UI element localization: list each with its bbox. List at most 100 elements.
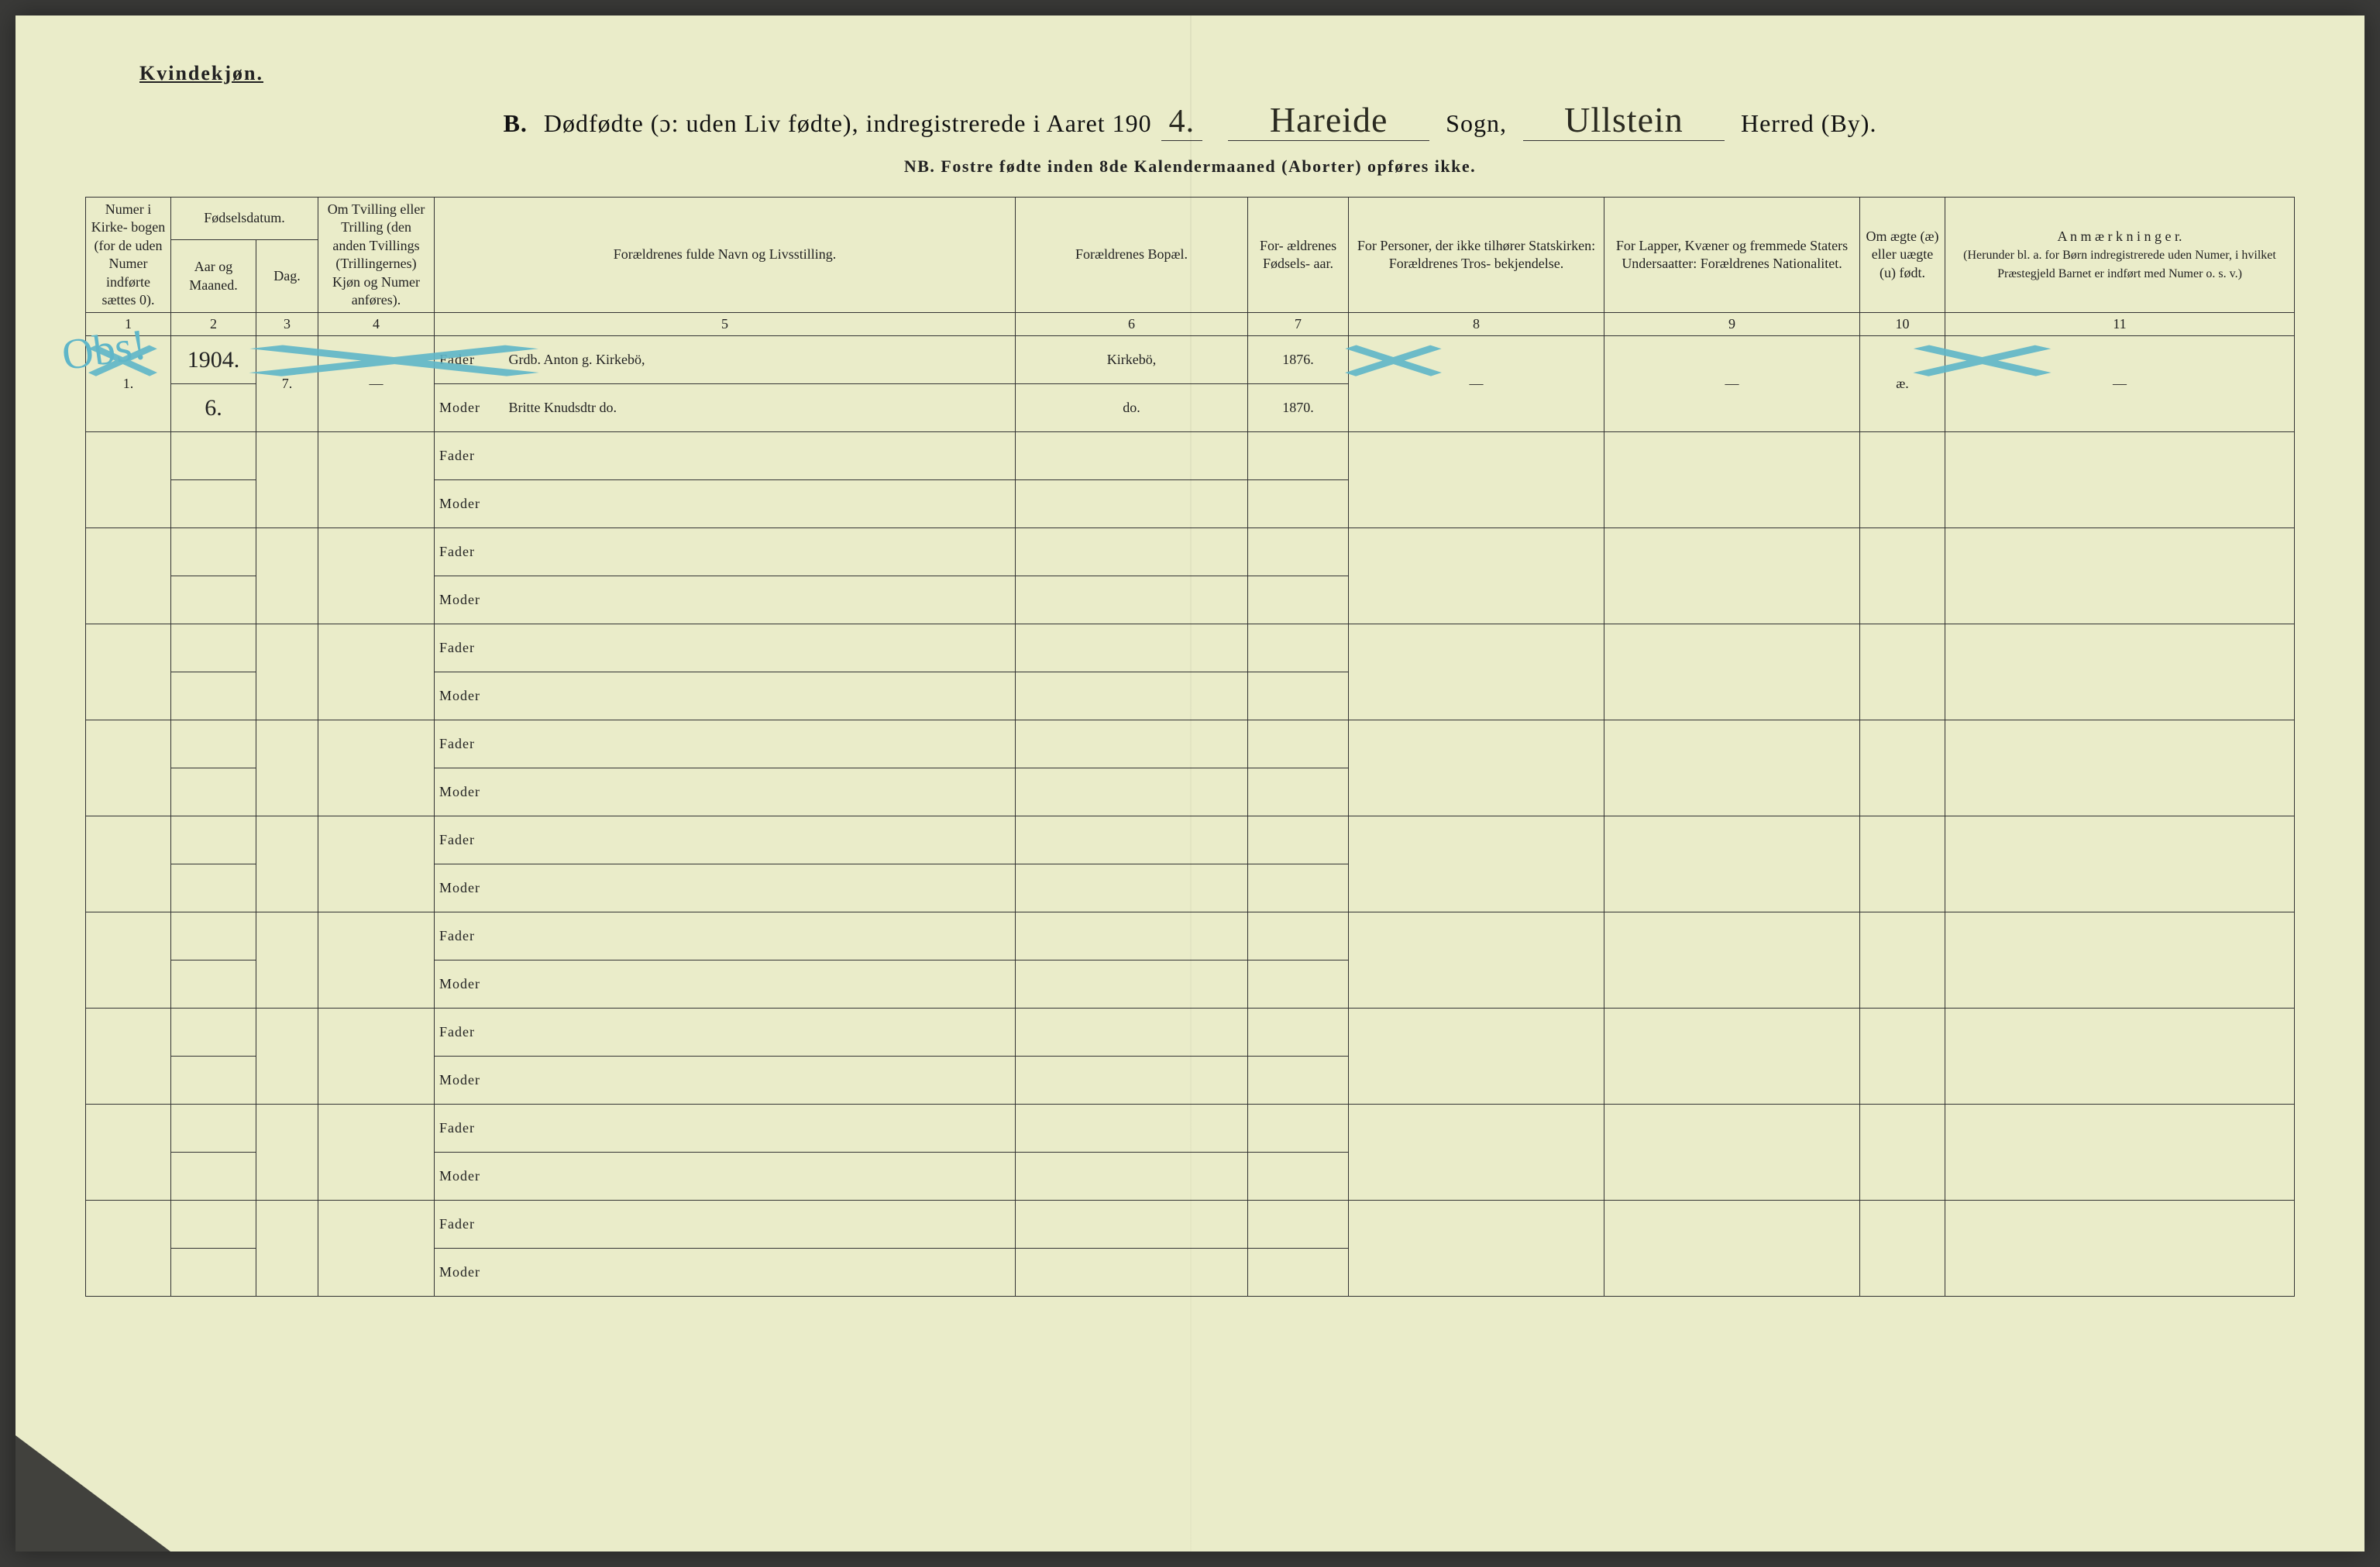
empty-fader-aar — [1248, 528, 1349, 576]
empty-c9 — [1604, 720, 1860, 816]
empty-fader-bopael — [1016, 1105, 1248, 1153]
empty-row-fader: Fader — [86, 624, 2295, 672]
empty-c10 — [1860, 816, 1945, 912]
fader-bopael: Kirkebö, — [1016, 336, 1248, 384]
empty-fader-aar — [1248, 624, 1349, 672]
empty-c11 — [1945, 528, 2295, 624]
empty-c10 — [1860, 720, 1945, 816]
empty-row-fader: Fader — [86, 1105, 2295, 1153]
empty-fader-bopael — [1016, 816, 1248, 864]
empty-maaned — [171, 960, 256, 1009]
empty-fader-aar — [1248, 816, 1349, 864]
empty-maaned — [171, 576, 256, 624]
empty-moder-name — [504, 672, 1016, 720]
empty-dag — [256, 624, 318, 720]
empty-fader-name — [504, 1009, 1016, 1057]
empty-fader-name — [504, 1201, 1016, 1249]
fader-fodselsaar: 1876. — [1248, 336, 1349, 384]
empty-tvilling — [318, 720, 435, 816]
empty-c8 — [1349, 1105, 1604, 1201]
empty-moder-bopael — [1016, 1057, 1248, 1105]
empty-c8 — [1349, 624, 1604, 720]
empty-maaned — [171, 672, 256, 720]
empty-c8 — [1349, 720, 1604, 816]
empty-maaned — [171, 1249, 256, 1297]
empty-c8 — [1349, 1009, 1604, 1105]
empty-aar — [171, 912, 256, 960]
empty-maaned — [171, 480, 256, 528]
empty-fader-aar — [1248, 1009, 1349, 1057]
empty-row-fader: Fader — [86, 1009, 2295, 1057]
moder-label: Moder — [435, 960, 504, 1009]
empty-dag — [256, 912, 318, 1009]
entry-c11: — — [1945, 336, 2295, 432]
colnum-4: 4 — [318, 313, 435, 336]
empty-c10 — [1860, 1201, 1945, 1297]
empty-fader-bopael — [1016, 1201, 1248, 1249]
colnum-6: 6 — [1016, 313, 1248, 336]
col-header-7: For- ældrenes Fødsels- aar. — [1248, 198, 1349, 313]
empty-moder-bopael — [1016, 864, 1248, 912]
col-header-5: Forældrenes fulde Navn og Livsstilling. — [435, 198, 1016, 313]
entry-tvilling: — — [318, 336, 435, 432]
empty-c10 — [1860, 624, 1945, 720]
fader-label: Fader — [435, 912, 504, 960]
moder-label: Moder — [435, 672, 504, 720]
empty-c11 — [1945, 816, 2295, 912]
empty-num — [86, 912, 171, 1009]
empty-num — [86, 816, 171, 912]
empty-fader-name — [504, 816, 1016, 864]
empty-c9 — [1604, 912, 1860, 1009]
col-header-11-title: A n m æ r k n i n g e r. — [2058, 229, 2182, 244]
col-header-1: Numer i Kirke- bogen (for de uden Numer … — [86, 198, 171, 313]
empty-c11 — [1945, 912, 2295, 1009]
empty-moder-aar — [1248, 1249, 1349, 1297]
empty-maaned — [171, 1153, 256, 1201]
subtitle: NB. Fostre fødte inden 8de Kalendermaane… — [85, 156, 2295, 177]
moder-label: Moder — [435, 480, 504, 528]
moder-name: Britte Knudsdtr do. — [504, 384, 1016, 432]
empty-fader-aar — [1248, 1201, 1349, 1249]
colnum-7: 7 — [1248, 313, 1349, 336]
empty-tvilling — [318, 912, 435, 1009]
colnum-5: 5 — [435, 313, 1016, 336]
entry-aegte: æ. — [1860, 336, 1945, 432]
empty-fader-name — [504, 528, 1016, 576]
entry-c9: — — [1604, 336, 1860, 432]
empty-dag — [256, 1105, 318, 1201]
empty-moder-name — [504, 576, 1016, 624]
moder-label: Moder — [435, 1153, 504, 1201]
fader-name: Grdb. Anton g. Kirkebö, — [504, 336, 1016, 384]
empty-moder-name — [504, 480, 1016, 528]
empty-c10 — [1860, 528, 1945, 624]
empty-row-fader: Fader — [86, 528, 2295, 576]
col-header-11-sub: (Herunder bl. a. for Børn indregistrered… — [1963, 249, 2276, 280]
empty-c8 — [1349, 816, 1604, 912]
empty-dag — [256, 1201, 318, 1297]
empty-c8 — [1349, 432, 1604, 528]
year-suffix: 4. — [1161, 103, 1203, 141]
col-header-2c: Dag. — [256, 239, 318, 312]
empty-c11 — [1945, 1201, 2295, 1297]
empty-moder-aar — [1248, 960, 1349, 1009]
colnum-11: 11 — [1945, 313, 2295, 336]
empty-fader-name — [504, 432, 1016, 480]
title-row: B. Dødfødte (ɔ: uden Liv fødte), indregi… — [85, 99, 2295, 141]
empty-moder-bopael — [1016, 576, 1248, 624]
empty-c9 — [1604, 624, 1860, 720]
empty-moder-aar — [1248, 864, 1349, 912]
title-letter: B. — [504, 109, 528, 137]
moder-label: Moder — [435, 864, 504, 912]
col-header-11: A n m æ r k n i n g e r. (Herunder bl. a… — [1945, 198, 2295, 313]
empty-c11 — [1945, 432, 2295, 528]
entry-c8: — — [1349, 336, 1604, 432]
empty-aar — [171, 1201, 256, 1249]
empty-moder-aar — [1248, 480, 1349, 528]
empty-moder-bopael — [1016, 1249, 1248, 1297]
empty-tvilling — [318, 1201, 435, 1297]
fader-label: Fader — [435, 1201, 504, 1249]
empty-fader-aar — [1248, 912, 1349, 960]
empty-tvilling — [318, 432, 435, 528]
col-header-6: Forældrenes Bopæl. — [1016, 198, 1248, 313]
empty-dag — [256, 1009, 318, 1105]
